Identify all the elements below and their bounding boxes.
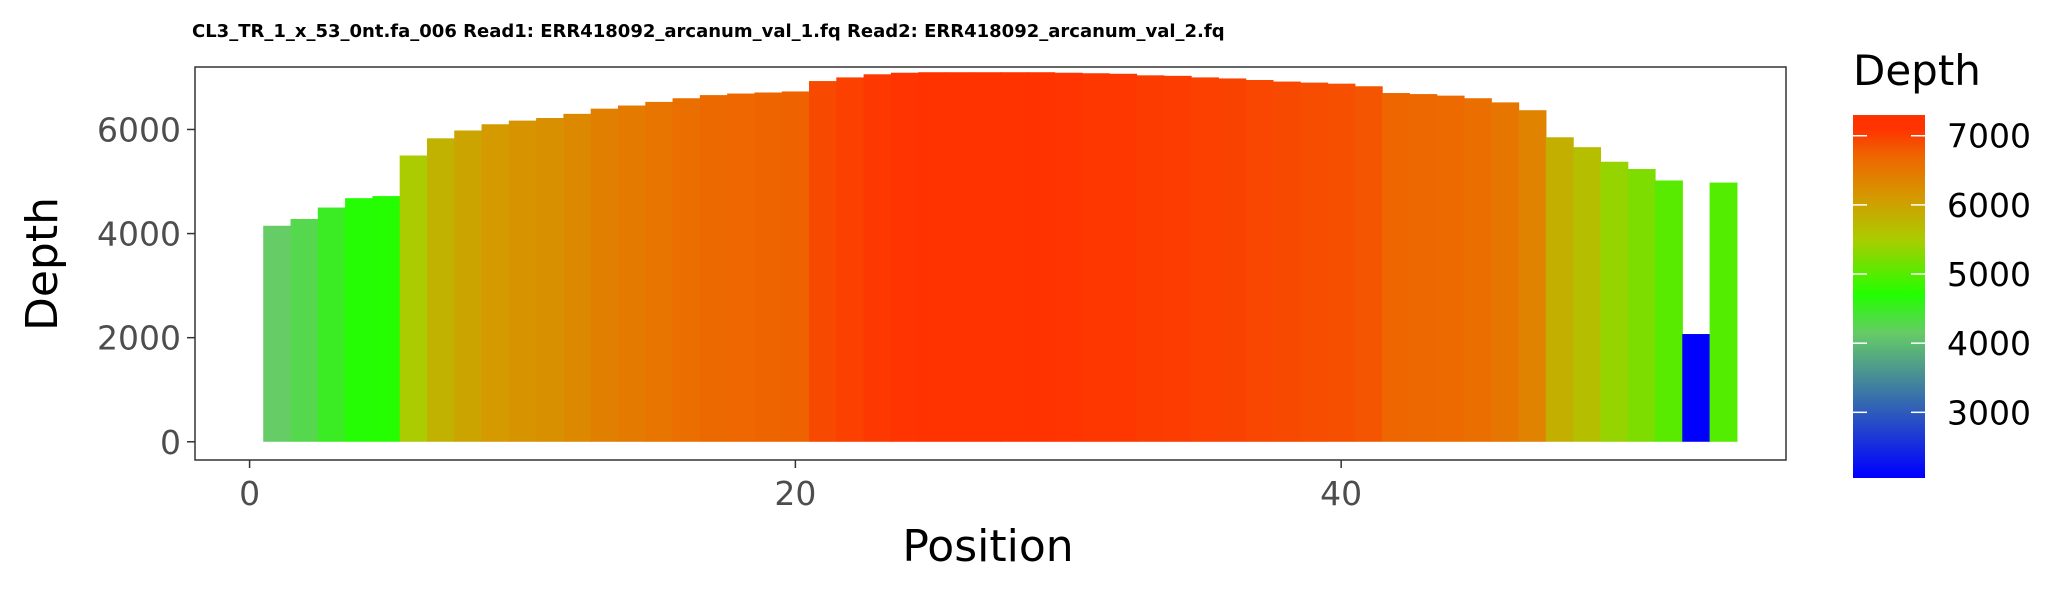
bar <box>781 91 810 442</box>
bar <box>1272 81 1301 442</box>
legend-tick-label: 5000 <box>1947 255 2031 294</box>
bar <box>863 74 892 442</box>
bar <box>1627 169 1656 442</box>
depth-legend: Depth 3000 4000 5000 6000 7000 <box>1853 46 2031 478</box>
bar <box>918 72 947 442</box>
bar <box>536 118 565 442</box>
bar <box>1163 75 1192 442</box>
bar <box>972 72 1001 442</box>
x-tick-label: 20 <box>774 474 816 513</box>
bar <box>590 108 619 442</box>
bar <box>1354 86 1383 442</box>
legend-tick-label: 4000 <box>1947 324 2031 363</box>
y-tick-label: 4000 <box>97 215 181 254</box>
bar <box>1054 72 1083 442</box>
y-tick-label: 0 <box>160 423 181 462</box>
y-axis: 0 2000 4000 6000 <box>97 110 195 462</box>
bar <box>399 155 428 442</box>
bar <box>1518 110 1547 442</box>
bar <box>1081 73 1110 442</box>
bar <box>672 98 701 442</box>
x-tick-label: 0 <box>239 474 260 513</box>
bar <box>1655 180 1683 442</box>
bar <box>1545 137 1574 442</box>
bar <box>645 101 674 442</box>
chart-title: CL3_TR_1_x_53_0nt.fa_006 Read1: ERR41809… <box>192 21 1225 42</box>
bar <box>1682 334 1711 442</box>
bar <box>1463 98 1492 442</box>
bar <box>1382 93 1410 442</box>
bar <box>1109 73 1138 442</box>
bar <box>1191 77 1219 442</box>
legend-ticks: 3000 4000 5000 6000 7000 <box>1853 117 2031 432</box>
bar <box>454 130 483 442</box>
bar <box>1027 72 1056 442</box>
legend-title: Depth <box>1853 46 1981 95</box>
bar <box>481 124 510 442</box>
bar <box>1000 72 1028 442</box>
bar <box>1573 147 1602 442</box>
bar <box>372 196 401 442</box>
bar <box>890 72 919 442</box>
bar <box>1300 82 1329 442</box>
bar <box>1327 83 1356 442</box>
bar <box>699 95 728 442</box>
bar <box>1436 95 1465 442</box>
bar <box>317 207 346 442</box>
y-tick-label: 2000 <box>97 319 181 358</box>
x-axis-label: Position <box>902 521 1073 572</box>
bar <box>508 120 537 442</box>
bar <box>263 225 292 442</box>
bar <box>1600 161 1629 442</box>
x-tick-label: 40 <box>1320 474 1362 513</box>
bar <box>1709 182 1738 442</box>
bar <box>754 92 783 442</box>
bar <box>426 138 455 442</box>
bar <box>1218 78 1247 442</box>
legend-tick-label: 6000 <box>1947 186 2031 225</box>
bar <box>1491 102 1520 442</box>
y-axis-label: Depth <box>17 197 68 331</box>
bar <box>1409 94 1438 442</box>
bars-layer <box>263 72 1738 442</box>
bar <box>290 218 319 442</box>
y-tick-label: 6000 <box>97 110 181 149</box>
bar <box>727 93 756 442</box>
legend-tick-label: 7000 <box>1947 117 2031 156</box>
bar <box>617 105 646 442</box>
bar <box>945 72 974 442</box>
bar <box>836 77 865 442</box>
legend-colorbar <box>1853 115 1925 478</box>
x-axis: 0 20 40 <box>239 460 1362 513</box>
bar <box>563 113 592 442</box>
bar <box>345 198 373 442</box>
legend-tick-label: 3000 <box>1947 393 2031 432</box>
bar <box>1245 80 1274 442</box>
bar <box>1136 75 1165 442</box>
bar <box>809 81 837 442</box>
